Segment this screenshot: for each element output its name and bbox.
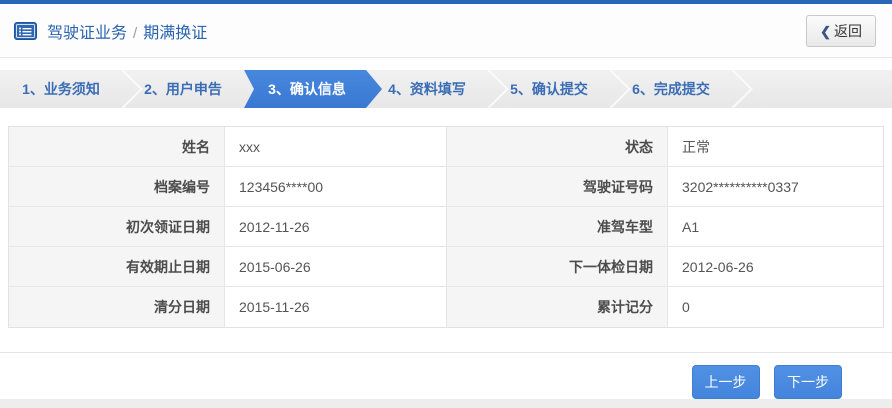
header: 驾驶证业务 / 期满换证 ❮ 返回 xyxy=(0,4,892,58)
breadcrumb-business: 驾驶证业务 xyxy=(47,24,128,42)
value-file-number: 123456****00 xyxy=(225,167,447,207)
back-button-label: 返回 xyxy=(834,22,862,39)
value-license-number: 3202**********0337 xyxy=(668,167,883,207)
label-first-issue-date: 初次领证日期 xyxy=(9,207,225,247)
next-step-button[interactable]: 下一步 xyxy=(774,365,842,399)
value-expiry-date: 2015-06-26 xyxy=(225,247,447,287)
label-next-physical-date: 下一体检日期 xyxy=(447,247,668,287)
value-status: 正常 xyxy=(668,127,883,167)
chevron-left-icon: ❮ xyxy=(820,23,831,39)
label-vehicle-class: 准驾车型 xyxy=(447,207,668,247)
step-3-confirm-info[interactable]: 3、确认信息 xyxy=(244,70,382,108)
breadcrumb: 驾驶证业务 / 期满换证 xyxy=(47,19,207,43)
value-first-issue-date: 2012-11-26 xyxy=(225,207,447,247)
step-6-complete-submit[interactable]: 6、完成提交 xyxy=(610,70,732,108)
value-points-clear-date: 2015-11-26 xyxy=(225,287,447,327)
step-2-user-declaration[interactable]: 2、用户申告 xyxy=(122,70,244,108)
footer-actions: 上一步 下一步 xyxy=(0,353,892,399)
back-button[interactable]: ❮ 返回 xyxy=(806,14,876,47)
label-points-clear-date: 清分日期 xyxy=(9,287,225,327)
value-vehicle-class: A1 xyxy=(668,207,883,247)
label-accumulated-points: 累计记分 xyxy=(447,287,668,327)
footer-divider xyxy=(0,352,892,353)
step-wizard: 1、业务须知 2、用户申告 3、确认信息 4、资料填写 5、确认提交 6、完成提… xyxy=(0,70,892,108)
value-name: xxx xyxy=(225,127,447,167)
label-expiry-date: 有效期止日期 xyxy=(9,247,225,287)
list-icon xyxy=(14,21,37,40)
label-name: 姓名 xyxy=(9,127,225,167)
step-1-business-notice[interactable]: 1、业务须知 xyxy=(0,70,122,108)
step-5-confirm-submit[interactable]: 5、确认提交 xyxy=(488,70,610,108)
label-status: 状态 xyxy=(447,127,668,167)
step-4-fill-materials[interactable]: 4、资料填写 xyxy=(366,70,488,108)
license-info-table: 姓名 xxx 状态 正常 档案编号 123456****00 驾驶证号码 320… xyxy=(8,126,884,328)
previous-step-button[interactable]: 上一步 xyxy=(691,365,760,399)
value-next-physical-date: 2012-06-26 xyxy=(668,247,883,287)
label-file-number: 档案编号 xyxy=(9,167,225,207)
label-license-number: 驾驶证号码 xyxy=(447,167,668,207)
value-accumulated-points: 0 xyxy=(668,287,883,327)
breadcrumb-separator: / xyxy=(133,24,138,42)
bottom-strip xyxy=(0,399,892,408)
breadcrumb-service: 期满换证 xyxy=(143,24,208,42)
top-accent-bar xyxy=(0,0,892,4)
